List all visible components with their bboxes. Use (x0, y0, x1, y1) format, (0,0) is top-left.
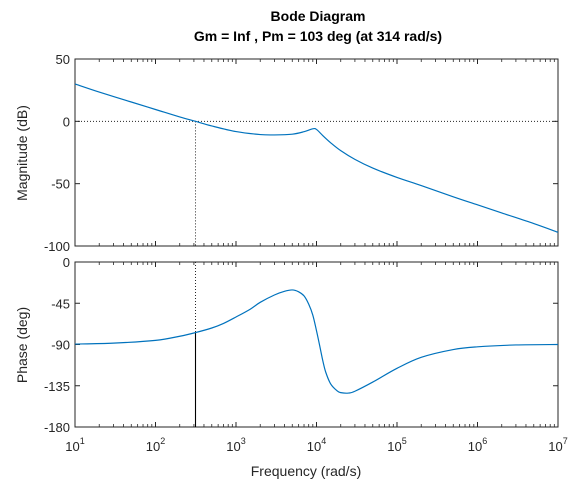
y-tick-label: 0 (63, 255, 70, 270)
x-tick-label: 105 (387, 436, 406, 454)
magnitude-plot-box (74, 58, 559, 247)
magnitude-reference-lines (75, 120, 558, 246)
y-tick-label: -180 (44, 420, 70, 435)
phase-ticks: 0 -45 -90 -135 -180 (44, 255, 559, 435)
magnitude-ticks: 50 0 -50 -100 (44, 52, 559, 254)
x-tick-label: 106 (468, 436, 487, 454)
phase-axes: 0 -45 -90 -135 -180 (44, 255, 559, 435)
phase-y-axis-label: Phase (deg) (14, 307, 30, 383)
y-tick-label: -135 (44, 379, 70, 394)
phase-plot-box (74, 261, 559, 428)
x-axis-label: Frequency (rad/s) (251, 463, 361, 479)
chart-title: Bode Diagram (271, 8, 366, 24)
magnitude-y-axis-label: Magnitude (dB) (14, 105, 30, 201)
y-tick-label: 0 (63, 114, 70, 129)
magnitude-series-line (74, 83, 559, 233)
y-tick-label: -100 (44, 239, 70, 254)
phase-series-line (74, 289, 559, 394)
y-tick-label: -90 (51, 338, 70, 353)
x-tick-label: 103 (226, 436, 245, 454)
y-tick-label: 50 (56, 52, 70, 67)
chart-subtitle: Gm = Inf , Pm = 103 deg (at 314 rad/s) (194, 28, 442, 44)
y-tick-label: -45 (51, 296, 70, 311)
magnitude-axes: 50 0 -50 -100 (44, 52, 559, 254)
x-tick-label: 101 (65, 436, 84, 454)
x-tick-label: 102 (146, 436, 165, 454)
x-tick-label: 104 (307, 436, 326, 454)
x-tick-labels: 101 102 103 104 105 106 107 (65, 436, 567, 454)
x-tick-label: 107 (548, 436, 567, 454)
y-tick-label: -50 (51, 177, 70, 192)
